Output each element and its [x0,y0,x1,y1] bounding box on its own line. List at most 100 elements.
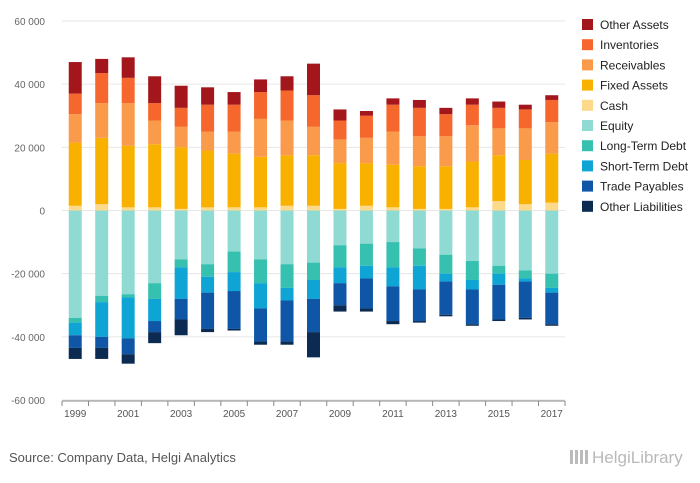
bar-segment [307,155,320,206]
x-tick-label: 2007 [276,409,299,420]
bar-segment [386,321,400,325]
bar-segment [174,319,188,336]
bar-segment [254,259,268,284]
bar-segment [201,207,215,211]
bar-segment [307,205,320,211]
y-tick-label: -60 000 [11,396,45,407]
legend-swatch [582,39,593,51]
bar-segment [386,98,400,105]
bar-segment [174,85,188,108]
bar-segment [174,298,188,320]
bar-segment [492,284,506,320]
legend-label: Long-Term Debt [600,139,687,153]
bar-segment [121,57,135,78]
y-tick-label: 40 000 [14,80,45,91]
bar-segment [280,300,294,342]
bar-segment [280,341,294,345]
legend-label: Other Liabilities [600,200,683,214]
bar-segment [201,264,215,277]
bar-segment [465,98,479,105]
bar-segment [307,63,320,96]
bar-segment [386,286,400,322]
bar-segment [465,161,479,208]
bar-segment [333,163,347,209]
bar-segment [412,210,426,249]
bar-segment [148,298,162,322]
x-tick-label: 2003 [170,409,193,420]
legend-label: Other Assets [600,18,669,32]
legend-label: Receivables [600,58,665,72]
bar-segment [307,126,320,156]
bar-segment [439,254,453,274]
bar-segment [201,328,215,333]
bar-segment [333,109,347,121]
legend-swatch [582,120,593,131]
legend-swatch [582,99,593,111]
bar-segment [174,107,188,127]
legend-swatch [582,200,593,212]
bar-segment [95,137,109,205]
bar-segment [174,147,188,209]
bar-segment [148,76,162,104]
bar-segment [280,264,294,288]
bar-segment [412,265,426,290]
bar-segment [333,139,347,164]
bar-segment [95,58,109,74]
bar-segment [148,321,162,333]
bar-segment [518,210,532,271]
bar-segment [121,338,135,355]
bar-segment [465,210,479,262]
bar-segment [439,166,453,209]
x-tick-label: 2011 [382,409,404,420]
bar-segment [280,120,294,156]
bar-segment [95,347,109,359]
bar-segment [201,131,215,151]
bar-segment [359,278,373,309]
bar-segment [518,159,532,205]
legend-label: Cash [600,99,628,113]
bar-segment [307,279,320,299]
bar-segment [227,153,241,208]
bar-segment [280,205,294,211]
legend-swatch [582,140,593,152]
bar-segment [307,262,320,280]
bar-segment [280,287,294,301]
bar-segment [174,259,188,268]
bar-segment [121,297,135,339]
x-tick-label: 2013 [435,409,458,420]
y-tick-label: -40 000 [11,333,45,344]
bar-segment [518,317,532,320]
brand-logo: HelgiLibrary [570,448,683,468]
bar-segment [439,208,453,211]
bar-segment [465,261,479,280]
bar-segment [386,207,400,211]
bar-segment [518,281,532,318]
bar-segment [439,210,453,255]
bar-segment [333,210,347,246]
bar-segment [518,204,532,211]
bar-segment [201,276,215,293]
bar-segment [95,204,109,211]
bar-segment [201,104,215,132]
bar-segment [121,210,135,295]
bar-segment [439,273,453,282]
x-tick-label: 1999 [64,409,87,420]
bar-segment [174,210,188,260]
x-tick-label: 2015 [488,409,511,420]
bar-segment [148,332,162,344]
bar-segment [201,210,215,265]
bar-segment [333,245,347,268]
bar-segment [95,103,109,138]
y-tick-label: 0 [39,207,45,218]
bar-segment [307,298,320,333]
bar-segment [492,319,506,322]
bar-segment [95,73,109,104]
bar-segment [359,115,373,138]
bar-segment [280,90,294,121]
bar-segment [201,150,215,208]
bar-segment [439,114,453,137]
bar-segment [386,164,400,208]
bar-segment [492,201,506,211]
bar-segment [386,210,400,243]
